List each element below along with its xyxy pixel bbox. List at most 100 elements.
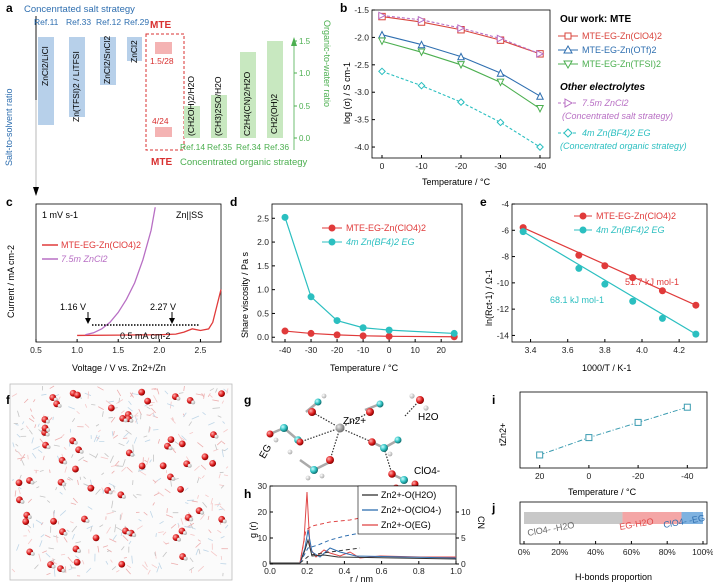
md-atom xyxy=(63,460,68,465)
md-bond xyxy=(128,400,132,405)
md-bond xyxy=(159,521,164,525)
organic-bars xyxy=(184,41,283,138)
e-ytick-label: -8 xyxy=(501,252,509,262)
md-bond xyxy=(21,459,25,466)
md-bond xyxy=(144,439,151,442)
d-ylabel: Share viscosity / Pa s xyxy=(240,251,250,338)
h-xtick-label: 0.8 xyxy=(413,566,425,576)
ref-14: Ref.14 xyxy=(180,142,205,152)
e-annot-2: 68.1 kJ mol-1 xyxy=(550,295,604,305)
c-ylabel: Current / mA cm-2 xyxy=(6,245,16,318)
md-bond xyxy=(221,400,224,404)
e-legend-1: MTE-EG-Zn(ClO4)2 xyxy=(596,211,676,221)
b-point xyxy=(456,52,466,61)
i-xtick-label: 0 xyxy=(587,471,592,481)
panel-i: i 20 0 -20 -40 tZn2+ Temperature / °C xyxy=(492,391,708,497)
i-xtick-label: 20 xyxy=(535,471,545,481)
md-bond xyxy=(200,514,205,520)
md-atom xyxy=(73,440,78,445)
a-right-tick-1: 0.5 xyxy=(299,102,311,111)
d-point xyxy=(450,329,458,337)
md-bond xyxy=(11,393,18,397)
md-bond xyxy=(149,459,152,463)
md-bond xyxy=(34,424,37,429)
md-bond xyxy=(152,413,156,418)
md-bond xyxy=(125,568,131,575)
md-bond xyxy=(207,515,210,520)
b-point xyxy=(535,91,545,100)
md-bond xyxy=(146,457,150,466)
b-point xyxy=(536,49,545,58)
md-bond xyxy=(121,466,127,472)
md-bond xyxy=(71,525,78,533)
md-bond xyxy=(136,494,142,496)
md-bond xyxy=(37,423,40,427)
md-bond xyxy=(182,412,187,418)
d-point xyxy=(385,332,393,340)
md-bond xyxy=(224,448,229,451)
md-bond xyxy=(138,468,146,472)
md-atom xyxy=(62,482,67,487)
md-bond xyxy=(222,421,226,424)
md-atom xyxy=(171,476,176,481)
md-atom xyxy=(126,530,131,535)
panel-letter-d: d xyxy=(230,195,237,209)
j-xtick-label: 0% xyxy=(518,547,531,557)
md-bond xyxy=(86,525,94,530)
md-bond xyxy=(133,437,137,444)
panel-g: g Zn2+ H2O EG xyxy=(244,393,440,492)
md-bond xyxy=(151,564,158,569)
d-ytick-label: 2.0 xyxy=(257,237,269,247)
ref-35: Ref.35 xyxy=(207,142,232,152)
md-bond xyxy=(97,429,101,433)
j-xlabel: H-bonds proportion xyxy=(575,572,652,582)
e-ytick-label: -14 xyxy=(497,330,510,340)
c-xtick-label: 1.5 xyxy=(112,345,124,355)
d-point xyxy=(307,329,315,337)
md-bond xyxy=(115,526,123,531)
md-bond xyxy=(75,541,81,544)
b-legend-1: MTE-EG-Zn(ClO4)2 xyxy=(582,31,662,41)
panel-letter-f: f xyxy=(6,393,11,407)
md-bond xyxy=(126,440,130,445)
md-bond xyxy=(208,394,213,398)
md-bond xyxy=(84,403,88,408)
md-bond xyxy=(91,404,96,406)
md-atom xyxy=(45,432,50,437)
md-bond xyxy=(149,510,154,518)
h-rtick-label: 0 xyxy=(461,559,466,569)
b-ytick-label: -3.0 xyxy=(354,87,369,97)
md-bond xyxy=(197,476,202,480)
md-bond xyxy=(15,443,19,447)
md-bond xyxy=(151,407,157,414)
md-bond xyxy=(197,539,201,542)
md-bond xyxy=(116,569,120,573)
c-scan-rate: 1 mV s-1 xyxy=(42,210,78,220)
md-bond xyxy=(86,567,92,573)
md-bond xyxy=(151,388,157,390)
md-bond xyxy=(155,533,157,537)
md-ion xyxy=(15,479,23,487)
d-xtick-label: 0 xyxy=(387,345,392,355)
md-ion xyxy=(138,388,146,396)
md-bond xyxy=(172,417,174,421)
e-xtick-label: 3.6 xyxy=(562,345,574,355)
e-legend-2: 4m Zn(BF4)2 EG xyxy=(596,225,665,235)
md-bond xyxy=(157,438,160,444)
ref-11: Ref.11 xyxy=(34,17,59,27)
md-bond xyxy=(194,465,200,471)
d-xtick-label: -20 xyxy=(331,345,344,355)
md-bond xyxy=(165,514,174,518)
md-bond xyxy=(112,485,116,489)
h-ytick-label: 30 xyxy=(258,481,268,491)
md-bond xyxy=(126,466,133,473)
md-bond xyxy=(70,521,74,524)
md-bond xyxy=(153,395,158,403)
md-bond xyxy=(42,550,47,554)
d-ytick-label: 1.0 xyxy=(257,285,269,295)
md-bond xyxy=(122,535,129,542)
md-bond xyxy=(177,433,183,441)
md-ion xyxy=(218,390,225,398)
md-bond xyxy=(201,475,205,479)
